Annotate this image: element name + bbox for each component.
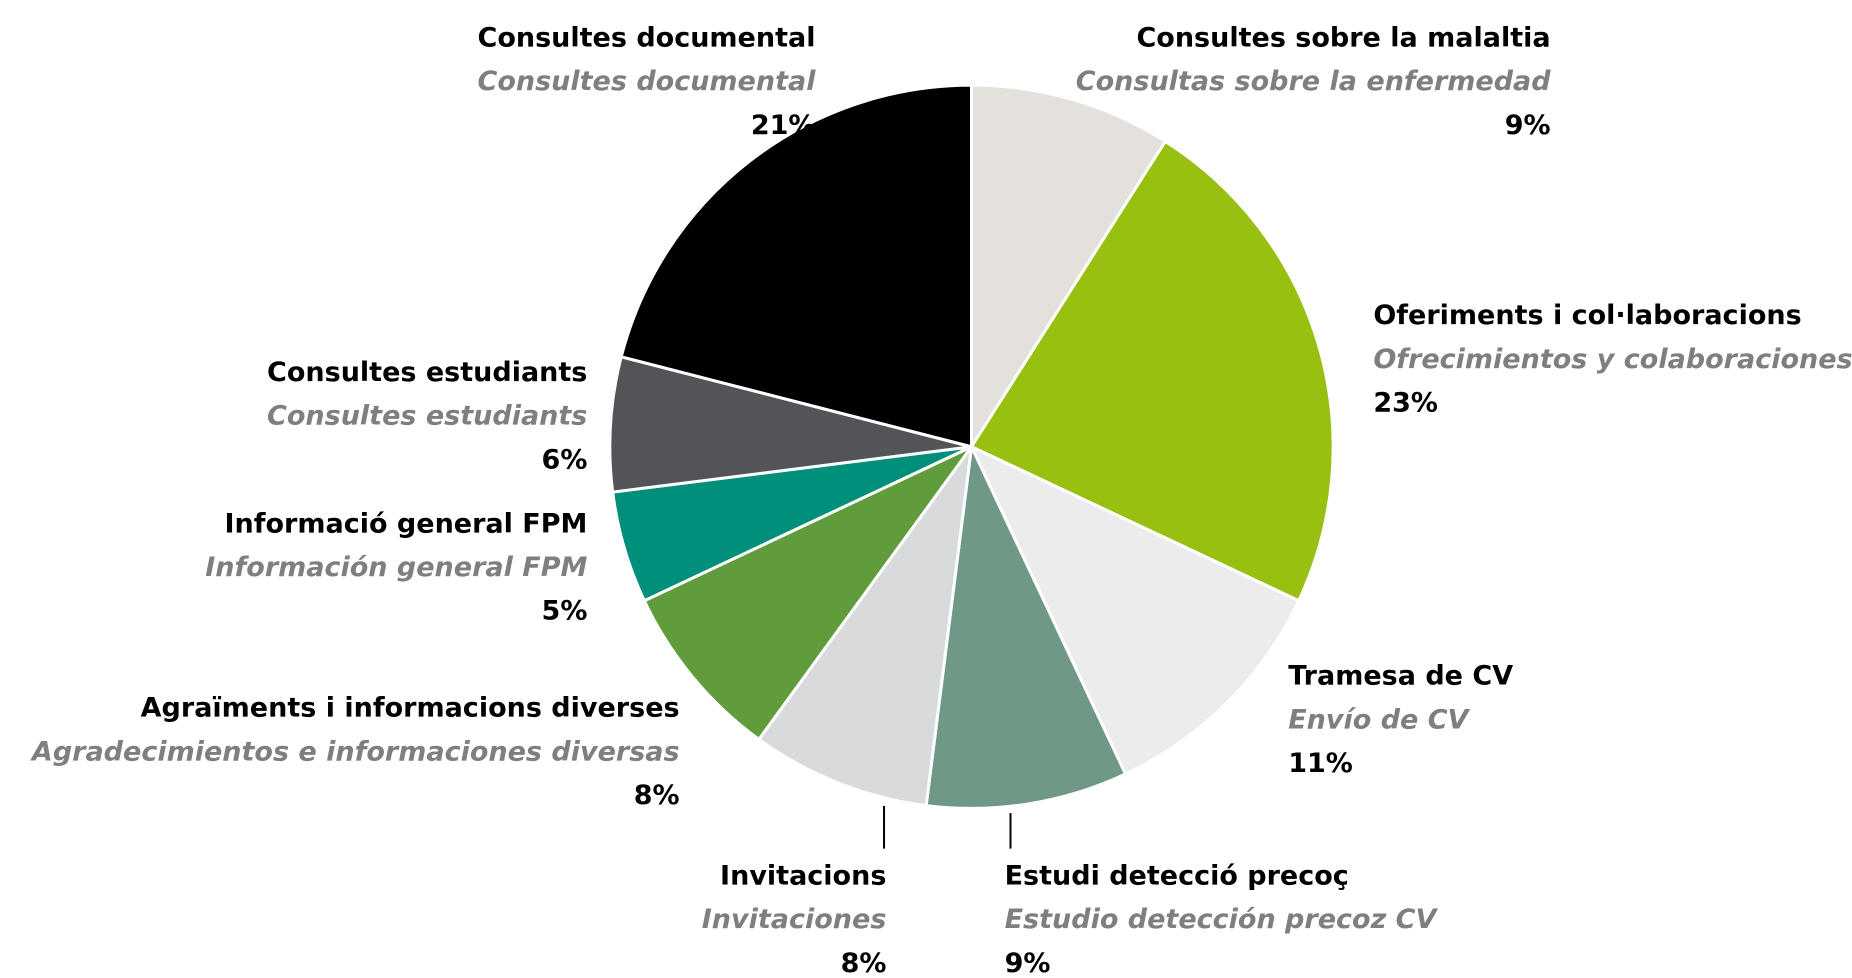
slice-sublabel: Consultes documental bbox=[478, 66, 817, 97]
slice-value: 5% bbox=[542, 596, 588, 627]
pie-slice bbox=[924, 441, 1128, 810]
slice-label: Consultes sobre la malaltia bbox=[1136, 23, 1550, 54]
slice-label: Agraïments i informacions diverses bbox=[141, 693, 680, 724]
slice-label: Invitacions bbox=[720, 860, 886, 891]
slice-value: 6% bbox=[542, 444, 588, 475]
pie-slice bbox=[968, 443, 1301, 776]
pie-slice bbox=[756, 445, 973, 808]
slice-value: 23% bbox=[1373, 388, 1438, 419]
slice-label: Consultes estudiants bbox=[267, 357, 587, 388]
slice-sublabel: Ofrecimientos y colaboraciones bbox=[1373, 344, 1852, 375]
slice-label: Consultes documental bbox=[478, 23, 816, 54]
slice-label: Estudi detecció precoç bbox=[1005, 860, 1349, 891]
slice-value: 21% bbox=[751, 110, 816, 141]
slice-sublabel: Invitaciones bbox=[702, 904, 887, 935]
slice-sublabel: Estudio detección precoz CV bbox=[1005, 904, 1439, 935]
slice-value: 11% bbox=[1288, 748, 1353, 779]
slice-sublabel: Envío de CV bbox=[1288, 704, 1470, 735]
slice-label: Informació general FPM bbox=[224, 508, 587, 539]
slice-sublabel: Consultas sobre la enfermedad bbox=[1076, 66, 1551, 97]
pie-slice bbox=[642, 445, 973, 742]
pie-slice bbox=[970, 83, 1168, 452]
slice-value: 8% bbox=[634, 780, 680, 811]
slice-label: Tramesa de CV bbox=[1288, 661, 1513, 692]
pie-slice bbox=[608, 354, 972, 494]
slice-sublabel: Agradecimientos e informaciones diversas bbox=[30, 736, 680, 767]
slice-value: 8% bbox=[841, 948, 887, 978]
slice-value: 9% bbox=[1005, 948, 1051, 978]
slice-value: 9% bbox=[1505, 110, 1551, 141]
pie-slice bbox=[969, 139, 1335, 603]
pie-slice bbox=[619, 83, 974, 449]
slice-sublabel: Consultes estudiants bbox=[267, 401, 587, 432]
slice-label: Oferiments i col·laboracions bbox=[1373, 300, 1801, 331]
slice-sublabel: Información general FPM bbox=[205, 552, 587, 583]
